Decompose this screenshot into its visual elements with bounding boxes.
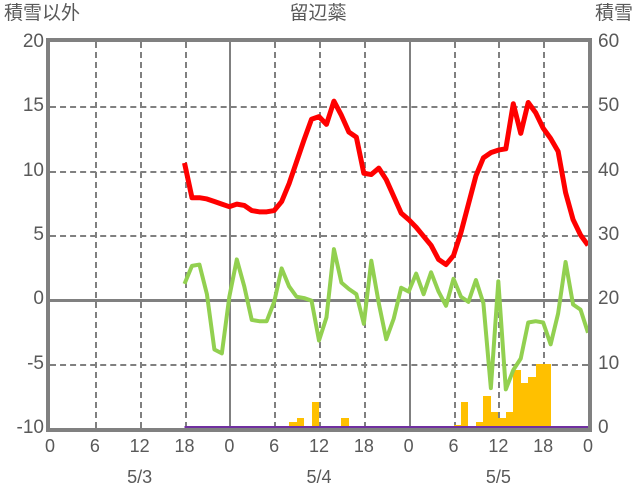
left-axis-tick: 20 (22, 31, 44, 52)
precipitation-bar (543, 363, 551, 428)
right-axis-tick: 0 (598, 417, 609, 438)
vertical-gridline (94, 42, 97, 428)
x-axis-tick: 12 (129, 436, 150, 456)
right-axis-tick: 40 (598, 159, 620, 181)
x-axis-day-label: 5/3 (127, 467, 153, 487)
x-axis-tick: 6 (89, 436, 100, 456)
precipitation-bar (289, 421, 297, 428)
x-axis-tick: 6 (269, 436, 280, 456)
x-axis-tick: 12 (488, 436, 509, 456)
precipitation-bar (311, 402, 319, 428)
left-axis-tick: 0 (33, 288, 44, 310)
x-axis-tick: 6 (448, 436, 459, 456)
right-axis-title: 積雪 (594, 3, 633, 24)
x-axis-tick: 18 (174, 436, 195, 456)
x-axis-tick: 0 (403, 436, 414, 456)
vertical-gridline (498, 42, 501, 428)
precipitation-bar (498, 418, 506, 428)
vertical-gridline (408, 42, 411, 428)
x-axis-tick: 0 (582, 436, 593, 456)
left-axis-tick: -10 (16, 417, 44, 438)
x-axis-day-label: 5/4 (306, 467, 332, 487)
right-axis-tick: 60 (598, 31, 620, 52)
vertical-gridline (139, 42, 142, 428)
vertical-gridline (543, 42, 546, 428)
x-axis-tick: 0 (224, 436, 235, 456)
x-axis-tick: 18 (353, 436, 374, 456)
vertical-gridline (229, 42, 232, 428)
precipitation-bar (475, 421, 484, 428)
precipitation-bar (296, 418, 305, 428)
precipitation-bar (505, 411, 514, 428)
vertical-gridline (184, 42, 187, 428)
precipitation-bar (483, 395, 491, 428)
left-axis-tick: 10 (22, 159, 44, 181)
x-axis-tick: 12 (308, 436, 330, 456)
left-axis-title: 積雪以外 (4, 3, 81, 24)
left-axis-tick: -5 (27, 352, 44, 374)
right-axis-tick: 50 (598, 95, 620, 117)
series-line (182, 98, 591, 268)
precipitation-bar (535, 363, 544, 428)
right-axis-tick: 10 (598, 352, 620, 374)
right-axis-tick: 30 (598, 224, 620, 245)
series-line (182, 247, 590, 392)
chart-title: 留辺蘂 (289, 3, 347, 24)
precipitation-bar (520, 382, 529, 428)
precipitation-bar (460, 402, 469, 428)
precipitation-bar (513, 370, 521, 428)
vertical-gridline (453, 42, 456, 428)
left-axis-tick: 5 (33, 224, 44, 245)
x-axis-day-label: 5/5 (485, 467, 511, 487)
precipitation-bar (528, 376, 536, 428)
precipitation-bar (490, 411, 499, 428)
vertical-gridline (363, 42, 366, 428)
precipitation-bar (341, 418, 349, 428)
x-axis-tick: 0 (44, 436, 55, 456)
left-axis-tick: 15 (22, 95, 44, 117)
vertical-gridline (274, 42, 277, 428)
plot-frame (46, 38, 592, 432)
x-axis-tick: 18 (533, 436, 554, 456)
vertical-gridline (319, 42, 321, 428)
right-axis-tick: 20 (598, 288, 620, 310)
